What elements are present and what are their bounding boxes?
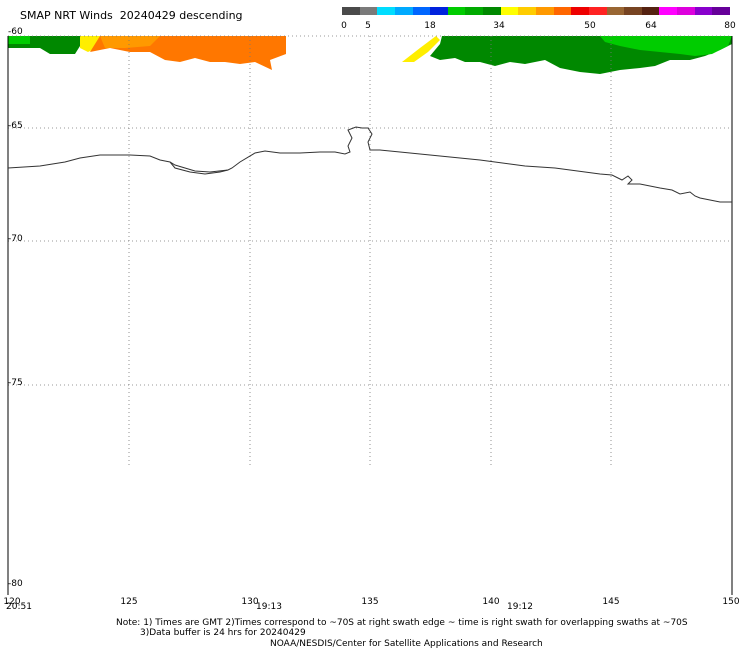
antarctic-coastline [7,126,732,203]
colorbar-segment [677,7,696,15]
lon-label-150: 150 [722,597,740,607]
colorbar-segment [624,7,643,15]
colorbar-label-34: 34 [493,21,505,31]
swath-yellow-right [402,36,440,62]
colorbar-label-18: 18 [424,21,436,31]
colorbar-segment [641,7,660,15]
lat-label-60: -60 [8,27,23,37]
time-label-19-12: 19:12 [507,602,533,612]
swath-light-green-right [600,36,732,56]
colorbar-segment [606,7,625,15]
lat-label-80: -80 [8,579,23,589]
time-label-19-13: 19:13 [256,602,282,612]
footer-credit: NOAA/NESDIS/Center for Satellite Applica… [270,639,543,649]
lon-label-145: 145 [602,597,620,607]
colorbar-segment [712,7,731,15]
colorbar-segment [430,7,449,15]
swath-green-left-light [8,36,30,44]
lat-label-70: -70 [8,234,23,244]
colorbar-segment [483,7,502,15]
colorbar-segment [571,7,590,15]
colorbar-segment [694,7,713,15]
colorbar-segment [412,7,431,15]
map-frame [7,36,733,595]
lon-label-140: 140 [482,597,500,607]
colorbar-segment [447,7,466,15]
colorbar-label-0: 0 [341,21,347,31]
colorbar-label-64: 64 [645,21,657,31]
lon-label-120: 120 [3,597,21,607]
colorbar-segment [659,7,678,15]
lat-label-75: -75 [8,378,23,388]
colorbar-label-50: 50 [584,21,596,31]
colorbar-segment [342,7,361,15]
colorbar-segment [518,7,537,15]
lat-label-65: -65 [8,121,23,131]
time-label-20-51: 20:51 [6,602,32,612]
wind-speed-colorbar: 0 5 18 34 50 64 80 [341,7,736,31]
colorbar-segment [553,7,572,15]
lon-label-125: 125 [120,597,138,607]
swath-orange-light-patch [100,36,160,48]
colorbar-segment [377,7,396,15]
lon-label-130: 130 [241,597,259,607]
footer-note-line1: Note: 1) Times are GMT 2)Times correspon… [116,618,688,628]
coastline-inlet [169,161,229,175]
colorbar-segment [465,7,484,15]
colorbar-label-80: 80 [724,21,736,31]
map-title: SMAP NRT Winds 20240429 descending [20,9,243,22]
colorbar-segment [588,7,608,15]
colorbar-segment [500,7,519,15]
footer-note-line2: 3)Data buffer is 24 hrs for 20240429 [140,628,306,638]
colorbar-segment [359,7,378,15]
colorbar-segment [536,7,555,15]
colorbar-segment [394,7,414,15]
grid [8,35,732,465]
wind-swaths [8,36,732,74]
colorbar-label-5: 5 [365,21,371,31]
lon-label-135: 135 [361,597,379,607]
